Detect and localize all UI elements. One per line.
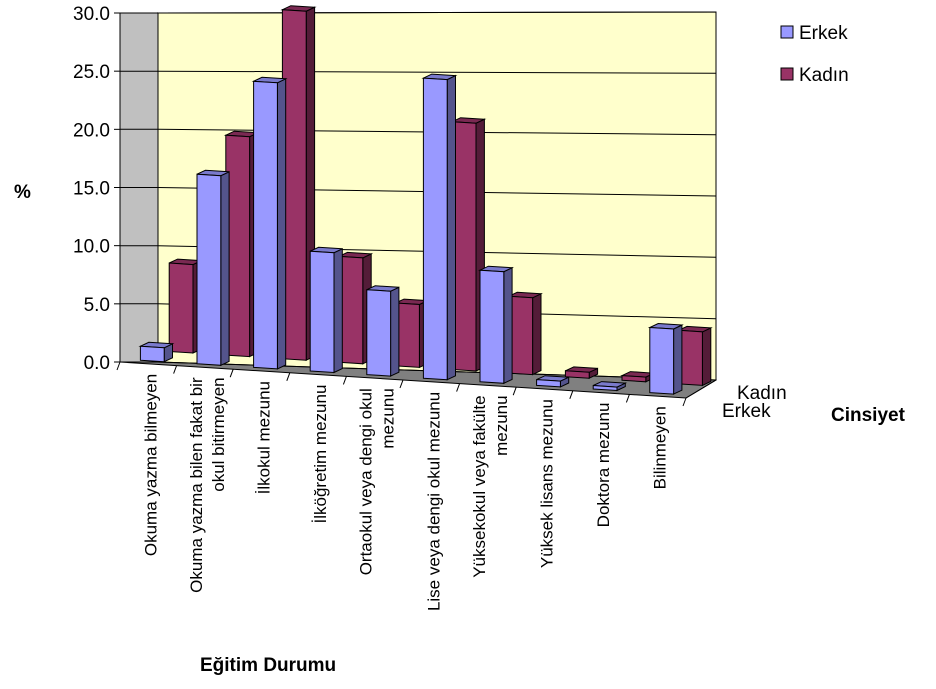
category-label-group-5: Lise veya dengi okul mezunu [424, 392, 443, 611]
bar-side [446, 74, 456, 381]
x-tick-mark-9 [625, 394, 630, 403]
bar-front [139, 345, 165, 363]
bar-front [253, 80, 278, 370]
category-label-group-2: İlkokul mezunu [255, 381, 274, 494]
x-tick-mark-2 [229, 369, 234, 378]
depth-axis-line [685, 379, 717, 399]
category-label-0-line-0: Okuma yazma bilmeyen [141, 374, 160, 556]
legend-label-kadin: Kadın [799, 65, 849, 86]
x-tick-mark-5 [399, 379, 404, 389]
bar-side [390, 286, 400, 377]
x-tick-mark-end [682, 397, 687, 407]
bar-front [564, 370, 590, 379]
y-tick-label-5: 25.0 [73, 62, 110, 83]
bar-front [621, 375, 647, 383]
bar-front [168, 262, 194, 354]
bar-front [649, 326, 675, 395]
bar-front [479, 269, 505, 384]
bar-erkek-5 [421, 73, 458, 381]
category-label-7-line-0: Yüksek lisans mezunu [538, 399, 557, 568]
category-label-group-1: Okuma yazma bilen fakat bir okul bitirmey… [187, 377, 228, 593]
legend-swatch-erkek [780, 25, 794, 39]
bar-side [276, 78, 287, 370]
y-tick-label-1: 5.0 [84, 295, 110, 316]
bar-erkek-8 [592, 381, 628, 392]
x-axis-category-labels: Okuma yazma bilmeyen Okuma yazma bilen fa… [116, 361, 687, 611]
bar-front [196, 173, 222, 366]
bar-erkek-0 [138, 341, 175, 363]
bar-erkek-6 [478, 265, 515, 385]
category-label-6-line-1: mezunu [492, 395, 511, 455]
category-label-4-line-1: mezunu [379, 388, 398, 448]
category-label-9-line-0: Bilinmeyen [651, 406, 670, 489]
category-label-group-7: Yüksek lisans mezunu [538, 399, 557, 568]
bar-erkek-3 [309, 246, 343, 374]
bar-erkek-4 [366, 285, 400, 377]
y-tick-label-2: 10.0 [73, 237, 110, 258]
bar-side [701, 327, 712, 387]
x-tick-mark-4 [342, 376, 347, 385]
category-label-5-line-0: Lise veya dengi okul mezunu [424, 392, 443, 611]
legend-label-erkek: Erkek [799, 23, 848, 44]
x-tick-mark-3 [286, 372, 291, 381]
y-tick-label-4: 20.0 [73, 120, 110, 141]
bar-front [422, 77, 448, 381]
gridline-back-5 [157, 70, 717, 74]
bar-side [220, 171, 230, 367]
bar-kad-n-8 [620, 371, 655, 383]
bar-kad-n-9 [678, 325, 713, 387]
category-label-group-9: Bilinmeyen [651, 406, 670, 489]
bar-side [503, 266, 513, 385]
x-tick-mark-1 [173, 365, 178, 374]
category-label-1-line-1: okul bitirmeyen [209, 377, 228, 491]
bar-erkek-9 [647, 322, 684, 395]
bar-side [333, 248, 343, 374]
bar-front [366, 289, 392, 377]
legend-swatch-kadin [780, 67, 794, 81]
gridline-back-6 [157, 11, 717, 14]
bar-front [536, 379, 561, 388]
bar-kad-n-7 [564, 366, 599, 379]
bar-side [673, 324, 683, 395]
x-tick-mark-8 [569, 390, 574, 399]
category-label-4-line-0: Ortaokul veya dengi okul [357, 388, 376, 575]
category-label-2-line-0: İlkokul mezunu [255, 381, 274, 494]
x-tick-mark-7 [512, 387, 517, 396]
x-tick-mark-6 [456, 383, 461, 392]
depth-label-kadin: Kadın [737, 383, 787, 404]
category-label-6-line-0: Yüksekokul veya fakülte [470, 395, 489, 577]
category-label-1-line-0: Okuma yazma bilen fakat bir [187, 377, 206, 593]
category-label-3-line-0: İlköğretim mezunu [311, 385, 330, 524]
x-tick-mark-0 [116, 361, 121, 371]
category-label-group-6: Yüksekokul veya fakülte mezunu [470, 395, 511, 577]
x-axis-title: Eğitim Durumu [200, 655, 336, 676]
bar-erkek-7 [536, 375, 570, 388]
y-axis-title: % [14, 182, 31, 203]
bar-erkek-1 [196, 169, 230, 367]
y-tick-label-6: 30.0 [73, 4, 110, 25]
bar-front [592, 384, 618, 392]
bar-kad-n-6 [506, 291, 543, 376]
category-label-group-4: Ortaokul veya dengi okul mezunu [357, 388, 398, 575]
y-tick-label-3: 15.0 [73, 179, 110, 200]
category-label-group-0: Okuma yazma bilmeyen [141, 374, 160, 556]
bar-erkek-2 [251, 76, 288, 370]
chart-legend: Erkek Kadın [780, 23, 849, 86]
y-tick-label-0: 0.0 [84, 353, 110, 374]
category-label-group-8: Doktora mezunu [594, 403, 613, 528]
bar-side [532, 293, 542, 376]
depth-axis-title: Cinsiyet [831, 405, 906, 426]
category-label-8-line-0: Doktora mezunu [594, 403, 613, 528]
category-label-group-3: İlköğretim mezunu [311, 385, 330, 524]
y-axis-ticks: 0.0 5.0 10.0 15.0 20.0 25.0 30.0 [73, 4, 120, 374]
bar-front [309, 250, 335, 374]
chart-bars [138, 5, 713, 395]
depth-label-erkek: Erkek [722, 401, 771, 422]
